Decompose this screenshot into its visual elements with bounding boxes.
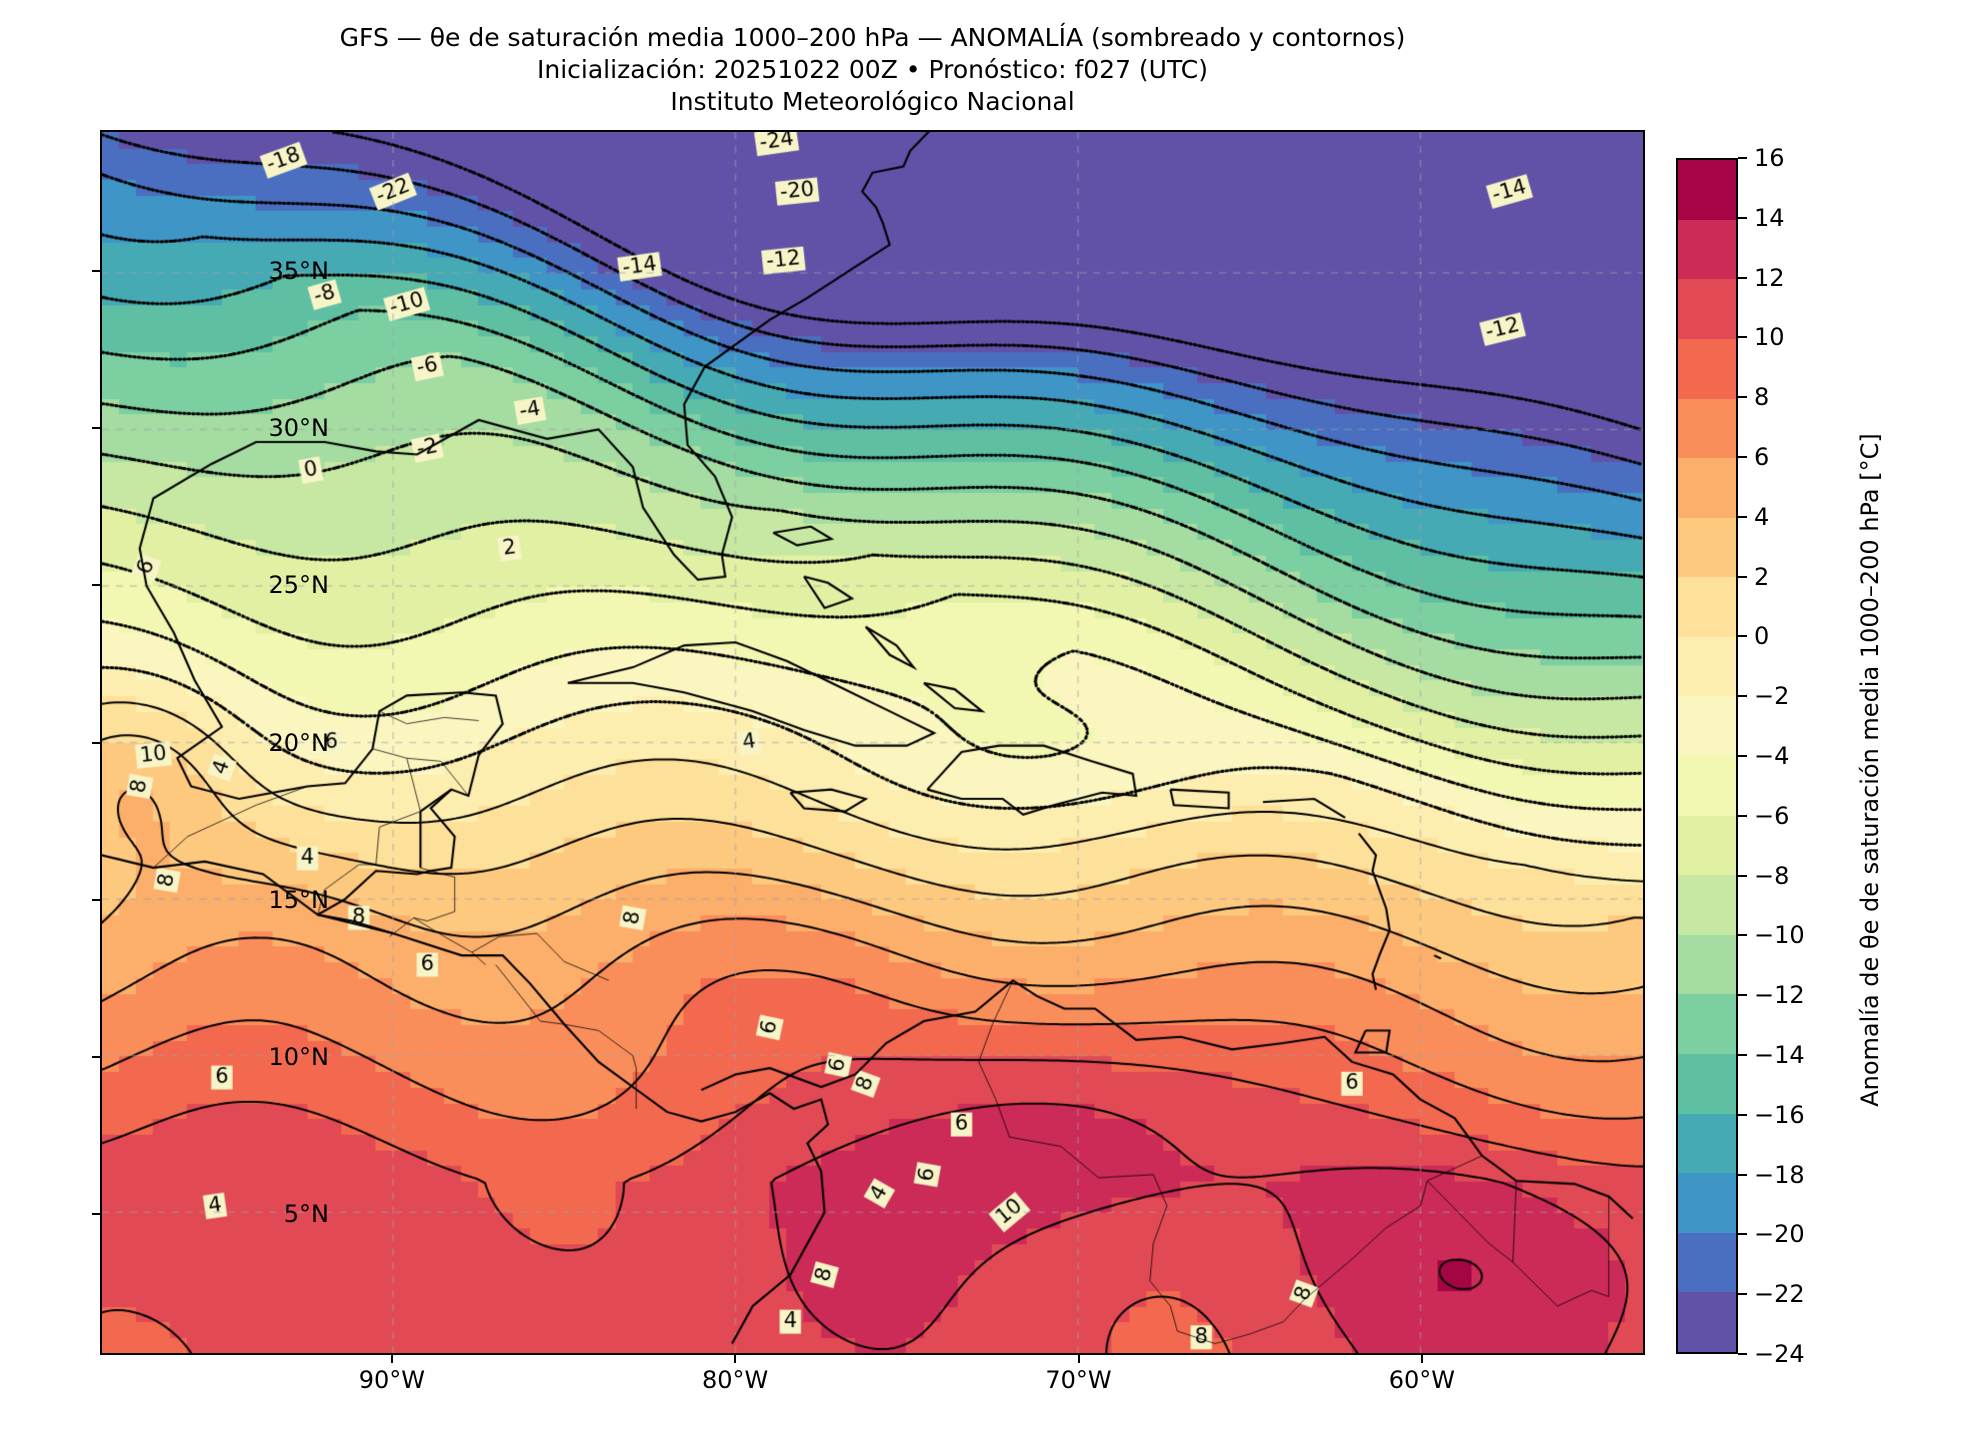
colorbar-segment [1678,1232,1736,1293]
longitude-tick-label: 60°W [1388,1366,1455,1394]
colorbar-segment [1678,1113,1736,1174]
colorbar-segment [1678,160,1736,220]
latitude-tick-mark [92,427,100,430]
colorbar-tick-label: −16 [1754,1100,1805,1129]
latitude-tick-mark [92,270,100,273]
latitude-tick-mark [92,584,100,587]
page-title: GFS — θe de saturación media 1000–200 hP… [339,23,1406,52]
colorbar-tick-label: −24 [1754,1340,1805,1368]
colorbar-segment [1678,338,1736,399]
colorbar-tick-label: 14 [1754,203,1785,232]
map-plot-area [100,130,1645,1355]
colorbar-segment [1678,1173,1736,1233]
title-subtitle-init: Inicialización: 20251022 00Z • Pronóstic… [537,55,1208,84]
colorbar-segment [1678,577,1736,637]
colorbar-tick-mark [1738,1054,1747,1056]
colorbar-segment [1678,458,1736,518]
colorbar-tick-mark [1738,157,1747,159]
colorbar-tick-mark [1738,336,1747,339]
latitude-tick-label: 5°N [283,1199,329,1228]
colorbar-segment [1678,279,1736,339]
anomaly-field-canvas [102,132,1643,1353]
colorbar-tick-mark [1738,216,1747,219]
latitude-tick-mark [92,1212,100,1215]
colorbar-tick-label: −6 [1754,801,1790,830]
latitude-tick-label: 25°N [268,571,330,600]
latitude-tick-label: 30°N [268,414,330,443]
colorbar-segment [1678,219,1736,280]
colorbar-tick-label: −4 [1754,742,1790,770]
latitude-tick-label: 35°N [268,257,330,286]
colorbar-tick-mark [1738,934,1747,937]
colorbar-segment [1678,517,1736,578]
colorbar-segment [1678,994,1736,1055]
colorbar-tick-label: −22 [1754,1280,1805,1309]
colorbar-segment [1678,398,1736,459]
colorbar-tick-label: 6 [1754,443,1770,471]
colorbar-tick-mark [1738,575,1747,578]
colorbar-segment [1678,756,1736,816]
colorbar-tick-mark [1738,1293,1747,1296]
latitude-tick-mark [92,898,100,901]
colorbar-tick-mark [1738,814,1747,817]
longitude-tick-mark [1077,1355,1080,1363]
colorbar-segment [1678,815,1736,876]
latitude-tick-label: 20°N [268,728,330,757]
colorbar-segment [1678,1054,1736,1114]
longitude-tick-mark [1420,1355,1423,1363]
longitude-tick-label: 80°W [702,1366,769,1394]
colorbar-tick-label: 12 [1754,263,1785,292]
colorbar-tick-label: −8 [1754,861,1790,890]
colorbar: −24 −22 −20 −18 −16 −14 −12 −10 −8 −6 −4 −2 0 2 4 6 8 10 1… [1676,144,1805,1368]
colorbar-tick-label: 0 [1754,622,1770,651]
colorbar-tick-mark [1738,695,1747,698]
colorbar-tick-label: −10 [1754,921,1805,950]
colorbar-tick-mark [1738,994,1747,997]
colorbar-tick-label: −2 [1754,682,1790,711]
colorbar-tick-mark [1738,874,1747,877]
colorbar-tick-mark [1738,755,1747,757]
latitude-tick-label: 10°N [268,1042,330,1071]
colorbar-segment [1678,934,1736,995]
colorbar-tick-mark [1738,1233,1747,1236]
colorbar-tick-mark [1738,1353,1747,1355]
colorbar-segment [1678,875,1736,935]
latitude-tick-label: 15°N [268,885,330,914]
colorbar-tick-mark [1738,1113,1747,1116]
title-institution: Instituto Meteorológico Nacional [670,87,1075,116]
colorbar-segment [1678,696,1736,757]
latitude-tick-mark [92,741,100,744]
colorbar-tick-mark [1738,635,1747,638]
longitude-tick-label: 70°W [1045,1366,1112,1394]
title-block: GFS — θe de saturación media 1000–200 hP… [0,22,1745,118]
latitude-tick-mark [92,1055,100,1058]
colorbar-tick-label: −20 [1754,1220,1805,1249]
colorbar-tick-mark [1738,396,1747,399]
colorbar-tick-label: 2 [1754,562,1770,591]
colorbar-tick-label: 10 [1754,323,1785,352]
colorbar-segment [1678,1292,1736,1352]
longitude-tick-mark [734,1355,737,1363]
longitude-tick-mark [390,1355,393,1363]
colorbar-axis-label: Anomalía de θe de saturación media 1000–… [1856,433,1884,1107]
colorbar-tick-mark [1738,276,1747,279]
colorbar-tick-label: 8 [1754,383,1770,412]
colorbar-tick-mark [1738,515,1747,518]
colorbar-tick-mark [1738,456,1747,458]
colorbar-tick-label: 16 [1754,144,1785,172]
colorbar-segment [1678,636,1736,697]
longitude-tick-label: 90°W [358,1366,425,1394]
colorbar-tick-label: −14 [1754,1041,1805,1069]
colorbar-tick-label: −12 [1754,981,1805,1010]
colorbar-tick-mark [1738,1173,1747,1176]
colorbar-tick-label: −18 [1754,1160,1805,1189]
colorbar-gradient [1676,158,1738,1354]
colorbar-tick-label: 4 [1754,502,1770,531]
